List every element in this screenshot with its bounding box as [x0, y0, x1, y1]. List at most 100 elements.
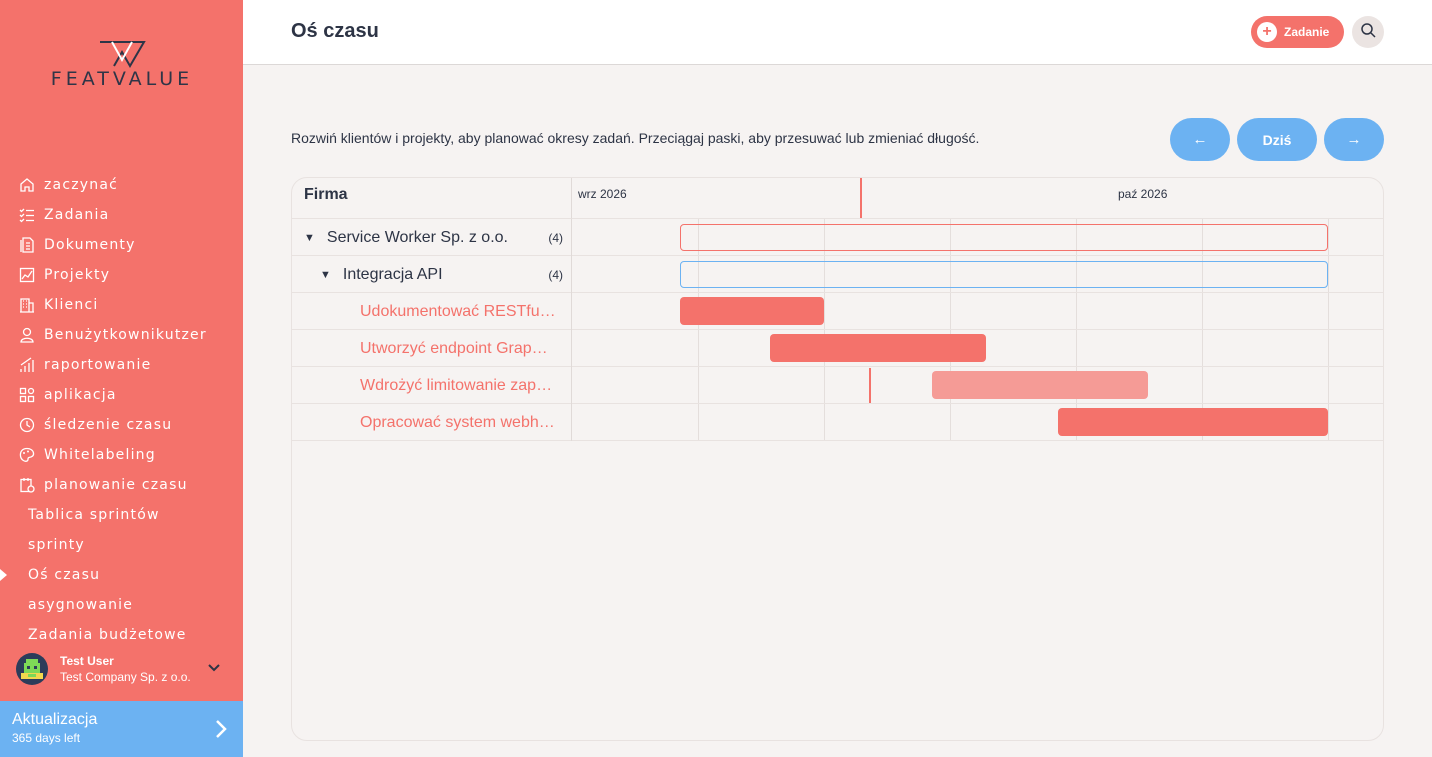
featvalue-logo[interactable]: FEATVALUE — [36, 40, 208, 90]
user-name: Test User — [60, 654, 114, 668]
sidebar-item-label: aplikacja — [44, 387, 117, 403]
project-name: Integracja API — [342, 265, 443, 283]
sidebar-item-label: śledzenie czasu — [44, 417, 173, 433]
home-icon — [18, 176, 36, 194]
task-name: Wdrożyć limitowanie zapytań — [360, 376, 556, 394]
search-button[interactable] — [1352, 16, 1384, 48]
sidebar-subitem-assignment[interactable]: asygnowanie — [0, 590, 243, 620]
timer-icon — [18, 416, 36, 434]
sidebar-item-label: Klienci — [44, 297, 99, 313]
sidebar-item-clients[interactable]: Klienci — [0, 290, 243, 320]
task-count: (4) — [548, 267, 563, 282]
task-row-label[interactable]: Utworzyć endpoint GraphQL — [292, 330, 572, 367]
collapse-triangle-icon[interactable]: ▼ — [304, 231, 315, 244]
task-name: Udokumentować RESTful API — [360, 302, 556, 320]
sidebar-item-label: Benużytkownikutzer — [44, 327, 207, 343]
gantt-row-task: Udokumentować RESTful API — [292, 293, 1383, 330]
sidebar-item-time-planning[interactable]: planowanie czasu — [0, 470, 243, 500]
sidebar-item-start[interactable]: zaczynać — [0, 170, 243, 200]
upgrade-button[interactable]: Aktualizacja 365 days left — [0, 701, 243, 757]
today-button[interactable]: Dziś — [1237, 118, 1317, 161]
project-row-label[interactable]: ▼ Integracja API (4) — [292, 256, 572, 293]
upgrade-title: Aktualizacja — [12, 711, 98, 728]
sidebar-item-label: Whitelabeling — [44, 447, 156, 463]
gantt-row-task: Opracować system webhooków — [292, 404, 1383, 441]
drag-marker-line — [869, 368, 871, 403]
logo-icon — [100, 41, 146, 68]
add-task-label: Zadanie — [1284, 25, 1330, 39]
sidebar-item-users[interactable]: Benużytkownikutzer — [0, 320, 243, 350]
task-bar[interactable] — [770, 334, 986, 362]
task-row-label[interactable]: Wdrożyć limitowanie zapytań — [292, 367, 572, 404]
sidebar-item-label: Dokumenty — [44, 237, 136, 253]
task-name: Opracować system webhooków — [360, 413, 556, 431]
sidebar-subitem-label: Zadania budżetowe — [28, 627, 187, 643]
chevron-right-icon — [215, 719, 227, 744]
client-name: Service Worker Sp. z o.o. — [326, 228, 508, 246]
apps-icon — [18, 386, 36, 404]
sidebar-item-tasks[interactable]: Zadania — [0, 200, 243, 230]
sidebar-item-apps[interactable]: aplikacja — [0, 380, 243, 410]
month-label: wrz 2026 — [578, 187, 627, 201]
sidebar-item-label: raportowanie — [44, 357, 152, 373]
sidebar-nav: zaczynać Zadania Dokumenty Projekty Klie… — [0, 170, 243, 650]
gridline — [1202, 219, 1203, 441]
palette-icon — [18, 446, 36, 464]
user-company: Test Company Sp. z o.o. — [60, 670, 191, 684]
gantt-chart: Firma wrz 2026 paź 2026 ▼ Service Worker… — [291, 177, 1384, 741]
checklist-icon — [18, 206, 36, 224]
sidebar-subitem-sprint-board[interactable]: Tablica sprintów — [0, 500, 243, 530]
company-column-header: Firma — [292, 178, 572, 219]
top-header: Oś czasu + Zadanie — [243, 0, 1432, 65]
gantt-row-project: ▼ Integracja API (4) — [292, 256, 1383, 293]
search-icon — [1360, 22, 1376, 43]
gridline — [950, 219, 951, 441]
gridline — [1076, 219, 1077, 441]
sidebar-subitem-label: asygnowanie — [28, 597, 134, 613]
project-timeline-bar[interactable] — [680, 261, 1328, 288]
logo-text: FEATVALUE — [50, 68, 194, 90]
add-task-button[interactable]: + Zadanie — [1251, 16, 1344, 48]
gantt-row-client: ▼ Service Worker Sp. z o.o. (4) — [292, 219, 1383, 256]
task-row-label[interactable]: Opracować system webhooków — [292, 404, 572, 441]
sidebar-item-projects[interactable]: Projekty — [0, 260, 243, 290]
building-icon — [18, 296, 36, 314]
next-period-button[interactable]: → — [1324, 118, 1384, 161]
sidebar-item-whitelabeling[interactable]: Whitelabeling — [0, 440, 243, 470]
today-marker-line — [860, 178, 862, 218]
task-count: (4) — [548, 230, 563, 245]
task-bar[interactable] — [932, 371, 1148, 399]
gantt-row-task: Wdrożyć limitowanie zapytań — [292, 367, 1383, 404]
sidebar-subitem-budget-tasks[interactable]: Zadania budżetowe — [0, 620, 243, 650]
gantt-row-task: Utworzyć endpoint GraphQL — [292, 330, 1383, 367]
page-title: Oś czasu — [291, 20, 379, 42]
collapse-triangle-icon[interactable]: ▼ — [320, 268, 331, 281]
timeline-header — [572, 178, 1383, 219]
task-name: Utworzyć endpoint GraphQL — [360, 339, 556, 357]
plus-icon: + — [1257, 22, 1277, 42]
month-label: paź 2026 — [1118, 187, 1168, 201]
sidebar-subitem-sprints[interactable]: sprinty — [0, 530, 243, 560]
user-menu[interactable]: Test User Test Company Sp. z o.o. — [16, 652, 231, 686]
report-icon — [18, 356, 36, 374]
task-bar[interactable] — [680, 297, 824, 325]
sidebar-subitem-label: sprinty — [28, 537, 85, 553]
gridline — [698, 219, 699, 441]
client-timeline-bar[interactable] — [680, 224, 1328, 251]
task-row-label[interactable]: Udokumentować RESTful API — [292, 293, 572, 330]
avatar — [16, 653, 48, 685]
column-header-label: Firma — [304, 186, 348, 203]
sidebar-item-time-tracking[interactable]: śledzenie czasu — [0, 410, 243, 440]
sidebar-subitem-label: Oś czasu — [28, 567, 101, 583]
timeline-hint: Rozwiń klientów i projekty, aby planować… — [291, 130, 980, 146]
sidebar-item-label: zaczynać — [44, 177, 119, 193]
task-bar[interactable] — [1058, 408, 1328, 436]
prev-period-button[interactable]: ← — [1170, 118, 1230, 161]
documents-icon — [18, 236, 36, 254]
client-row-label[interactable]: ▼ Service Worker Sp. z o.o. (4) — [292, 219, 572, 256]
chevron-down-icon[interactable] — [207, 660, 221, 678]
sidebar-item-documents[interactable]: Dokumenty — [0, 230, 243, 260]
sidebar-subitem-timeline[interactable]: Oś czasu — [0, 560, 243, 590]
sidebar-subitem-label: Tablica sprintów — [28, 507, 160, 523]
sidebar-item-reporting[interactable]: raportowanie — [0, 350, 243, 380]
